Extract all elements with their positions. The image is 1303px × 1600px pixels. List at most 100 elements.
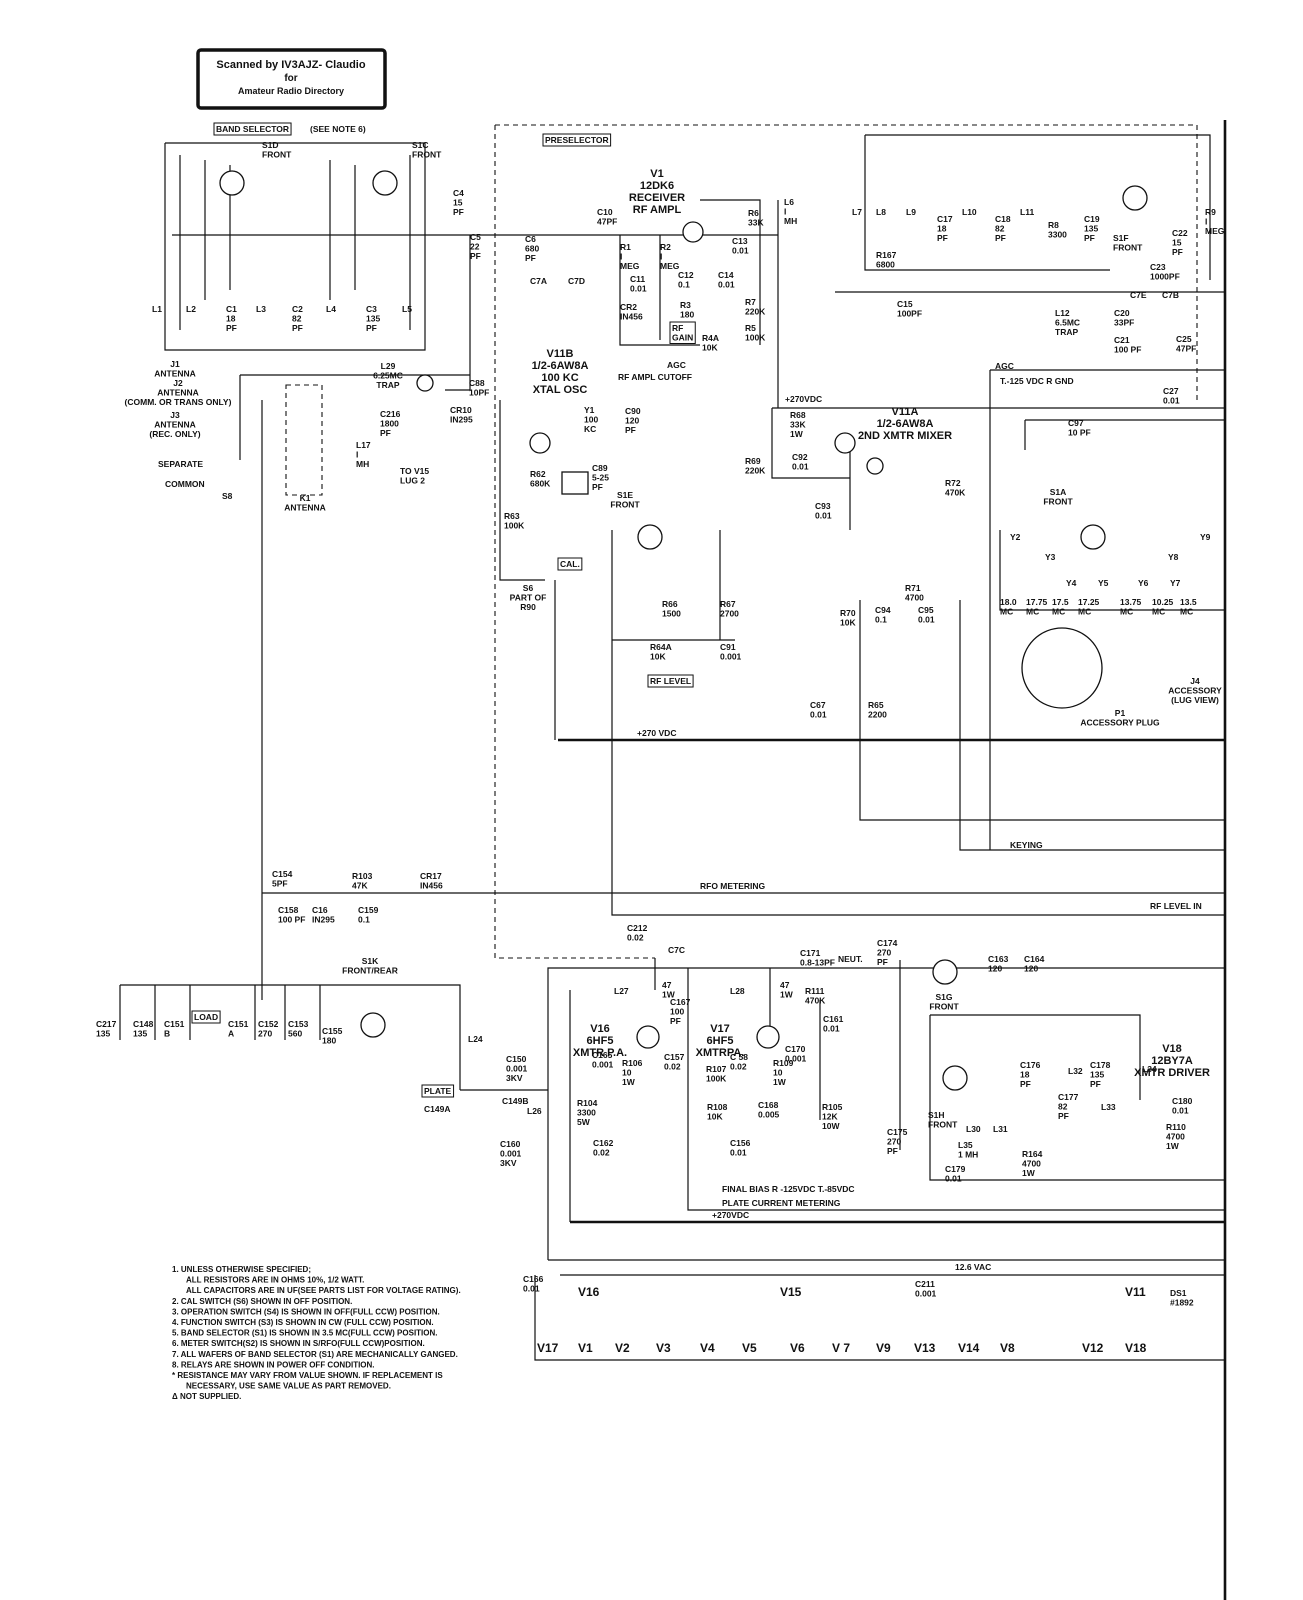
component-label: C7B	[1162, 290, 1179, 300]
label-line: R111	[805, 986, 825, 996]
label-line: PART OF	[510, 593, 547, 603]
label-line: I	[784, 207, 786, 217]
label-line: L34	[1142, 1064, 1157, 1074]
component-label: +270VDC	[785, 394, 822, 404]
label-line: Y1	[584, 405, 595, 415]
label-line: ANTENNA	[157, 388, 199, 398]
label-line: 10.25	[1152, 597, 1174, 607]
label-line: CAL.	[560, 559, 580, 569]
label-line: R110	[1166, 1122, 1186, 1132]
component-label: V5	[742, 1341, 757, 1355]
note-line: 4. FUNCTION SWITCH (S3) IS SHOWN IN CW (…	[172, 1318, 434, 1327]
label-line: R67	[720, 599, 736, 609]
label-line: R8	[1048, 220, 1059, 230]
label-line: 0.01	[918, 615, 935, 625]
component-label: RFO METERING	[700, 881, 766, 891]
label-line: PLATE	[424, 1086, 452, 1096]
notes: 1. UNLESS OTHERWISE SPECIFIED; ALL RESIST…	[172, 1265, 461, 1401]
label-line: LOAD	[194, 1012, 218, 1022]
component-label: FINAL BIAS R -125VDC T.-85VDC	[722, 1184, 855, 1194]
label-line: FRONT	[1043, 497, 1073, 507]
component-label: L5	[402, 304, 412, 314]
tube	[834, 432, 856, 454]
label-line: RF AMPL CUTOFF	[618, 372, 692, 382]
label-line: C174	[877, 938, 898, 948]
label-line: L12	[1055, 308, 1070, 318]
label-line: R62	[530, 469, 546, 479]
label-line: 470K	[805, 996, 826, 1006]
label-line: V12	[1082, 1341, 1104, 1355]
label-line: C6	[525, 234, 536, 244]
label-line: C148	[133, 1019, 154, 1029]
component-label: C7D	[568, 276, 585, 286]
switch-wafer	[219, 170, 245, 196]
label-line: MH	[356, 459, 369, 469]
label-line: 135	[96, 1029, 110, 1039]
component-label: AGC	[667, 360, 686, 370]
label-line: C14	[718, 270, 734, 280]
label-line: 18	[937, 224, 947, 234]
label-line: 0.01	[823, 1024, 840, 1034]
label-line: PF	[453, 207, 464, 217]
component-label: Y5	[1098, 578, 1109, 588]
label-line: 560	[288, 1029, 302, 1039]
label-line: S1C	[412, 140, 429, 150]
label-line: 10K	[702, 343, 718, 353]
note-line: 6. METER SWITCH(S2) IS SHOWN IN S/RFO(FU…	[172, 1339, 425, 1348]
label-line: C27	[1163, 386, 1179, 396]
label-line: (REC. ONLY)	[149, 429, 200, 439]
label-line: PF	[1058, 1111, 1069, 1121]
label-line: 3KV	[506, 1073, 523, 1083]
label-line: Y3	[1045, 552, 1056, 562]
label-line: 1500	[662, 609, 681, 619]
label-line: 13.75	[1120, 597, 1142, 607]
label-line: 100K	[745, 333, 766, 343]
label-line: 135	[1090, 1070, 1104, 1080]
label-line: L11	[1020, 207, 1034, 217]
label-line: 0.01	[815, 511, 832, 521]
label-box	[191, 1010, 221, 1024]
label-line: C97	[1068, 418, 1084, 428]
label-line: S1E	[617, 490, 633, 500]
label-line: C89	[592, 463, 608, 473]
test-point	[866, 457, 884, 475]
label-box	[213, 122, 292, 136]
switch-wafer	[932, 959, 958, 985]
label-line: 0.02	[664, 1062, 681, 1072]
label-line: C10	[597, 207, 613, 217]
label-line: 180	[322, 1036, 336, 1046]
label-line: 0.01	[630, 284, 647, 294]
label-line: C92	[792, 452, 808, 462]
label-line: C7E	[1130, 290, 1147, 300]
label-line: C170	[785, 1044, 806, 1054]
label-line: V17	[710, 1023, 730, 1035]
note-line: NECESSARY, USE SAME VALUE AS PART REMOVE…	[186, 1382, 391, 1391]
label-line: 135	[1084, 224, 1098, 234]
label-line: C166	[523, 1274, 544, 1284]
label-line: R164	[1022, 1149, 1043, 1159]
credit: Scanned by IV3AJZ- Claudio for Amateur Rad…	[216, 59, 365, 96]
label-line: C176	[1020, 1060, 1041, 1070]
component-label: Y7	[1170, 578, 1181, 588]
label-line: PF	[625, 425, 636, 435]
label-line: R104	[577, 1098, 598, 1108]
label-line: K1	[300, 493, 311, 503]
